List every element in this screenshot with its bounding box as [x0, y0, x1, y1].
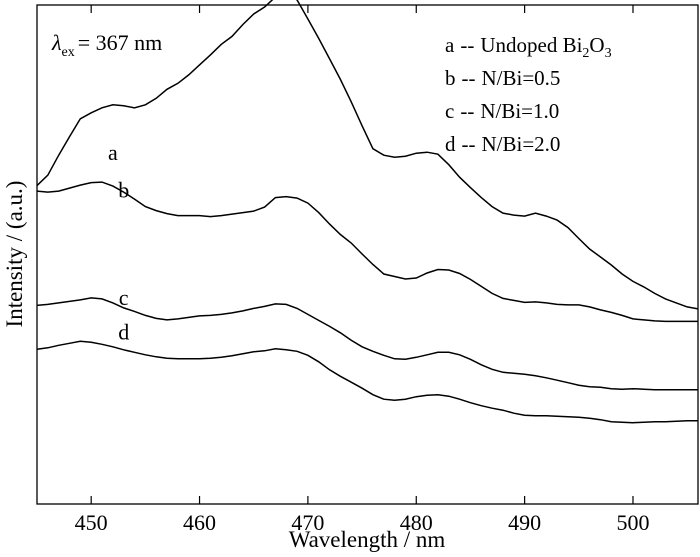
legend-entry-c: c -- N/Bi=1.0	[445, 99, 559, 123]
x-tick-label-470: 470	[291, 510, 324, 535]
x-tick-label-480: 480	[400, 510, 433, 535]
excitation-value: = 367 nm	[78, 30, 163, 55]
legend-entry-d: d -- N/Bi=2.0	[445, 132, 560, 156]
curve-label-b: b	[118, 178, 129, 203]
series-line-c	[36, 297, 698, 391]
curve-labels: ab cd	[108, 140, 129, 344]
y-axis-title: Intensity / (a.u.)	[2, 181, 27, 328]
lambda-symbol: λ	[51, 30, 62, 55]
x-tick-label-450: 450	[75, 510, 108, 535]
series-layer	[36, 0, 699, 424]
curve-label-a: a	[108, 140, 118, 165]
series-line-b	[36, 181, 698, 323]
series-line-a	[36, 0, 699, 310]
x-tick-label-500: 500	[616, 510, 649, 535]
curve-label-d: d	[118, 319, 129, 344]
legend-entry-a: a -- Undoped Bi2O3	[445, 33, 612, 61]
plot-frame	[36, 4, 699, 505]
legend-entry-b: b -- N/Bi=0.5	[445, 66, 560, 90]
x-tick-label-490: 490	[508, 510, 541, 535]
series-line-d	[36, 340, 698, 424]
excitation-subscript: ex	[62, 45, 75, 60]
excitation-annotation: λex = 367 nm	[51, 30, 162, 60]
legend: a -- Undoped Bi2O3 b -- N/Bi=0.5 c -- N/Bi=1.0…	[445, 33, 612, 156]
x-tick-label-460: 460	[183, 510, 216, 535]
curve-label-c: c	[119, 285, 129, 310]
x-axis-ticks: 450 460 470 480 490 500	[75, 5, 649, 535]
x-axis-title: Wavelength / nm	[289, 527, 446, 552]
